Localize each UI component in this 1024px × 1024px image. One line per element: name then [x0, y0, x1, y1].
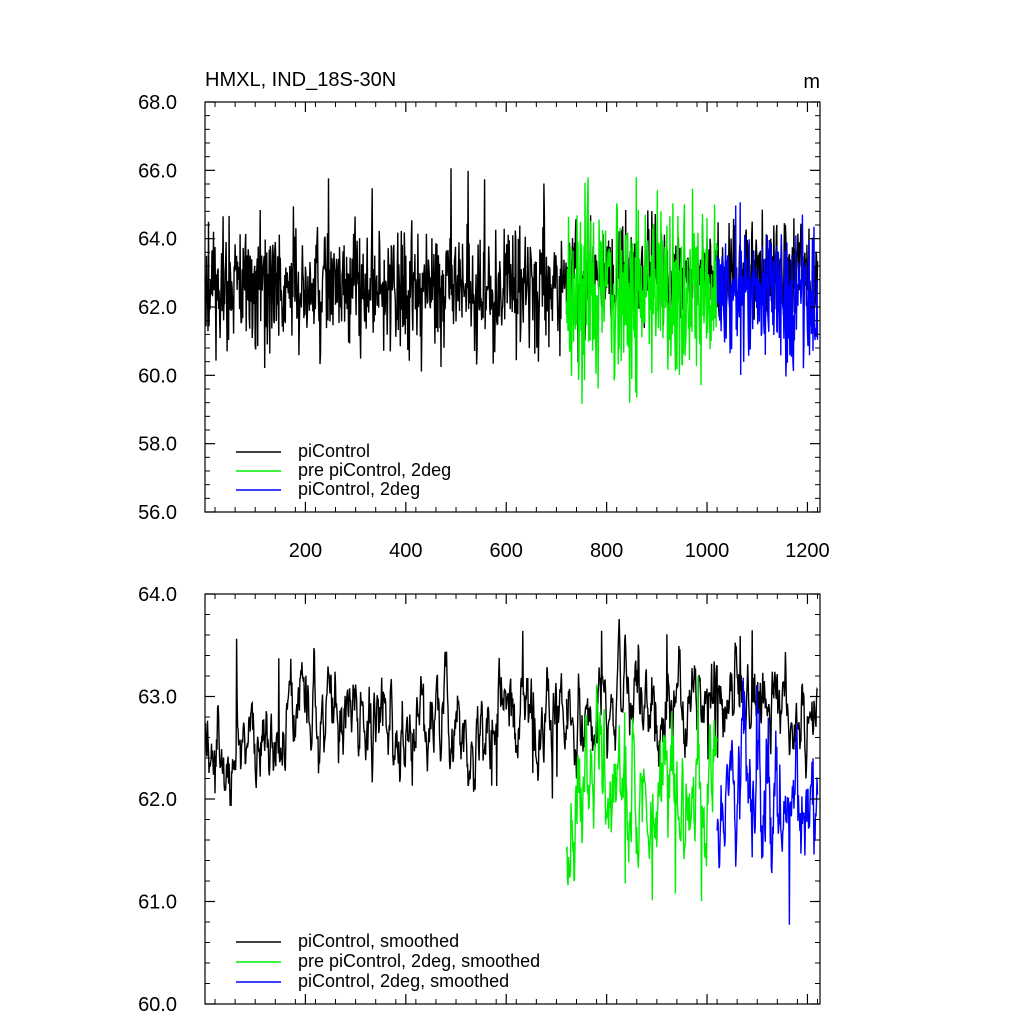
y-tick-label-0-6: 68.0 [138, 92, 177, 114]
y-tick-label-1-4: 64.0 [138, 584, 177, 606]
y-tick-label-0-1: 58.0 [138, 434, 177, 456]
series-line-1-3 [565, 618, 819, 779]
top-panel: 56.0 58.0 60.0 62.0 64.0 66.0 68.0 200 400 600 800… [138, 69, 830, 562]
bottom-ticks-layer [205, 593, 820, 1005]
legend-label-0-1: pre piControl, 2deg [298, 460, 451, 480]
y-tick-label-1-3: 63.0 [138, 687, 177, 709]
legend-label-1-2: piControl, 2deg, smoothed [298, 971, 509, 991]
x-tick-label-0-5: 1200 [785, 540, 830, 562]
y-tick-label-0-2: 60.0 [138, 365, 177, 387]
top-plot-frame [204, 101, 821, 513]
x-tick-label-0-4: 1000 [685, 540, 730, 562]
y-tick-label-0-5: 66.0 [138, 160, 177, 182]
y-tick-label-1-0: 60.0 [138, 994, 177, 1016]
legend-label-1-0: piControl, smoothed [298, 931, 459, 951]
series-line-0-1 [565, 177, 718, 404]
x-tick-label-0-3: 800 [590, 540, 623, 562]
x-tick-label-0-1: 400 [389, 540, 422, 562]
y-tick-label-0-0: 56.0 [138, 502, 177, 524]
top-ticks-layer [205, 101, 820, 513]
y-tick-label-0-3: 62.0 [138, 297, 177, 319]
top-units-label: m [803, 71, 820, 93]
y-tick-label-1-2: 62.0 [138, 789, 177, 811]
x-tick-label-0-2: 600 [490, 540, 523, 562]
legend-label-1-1: pre piControl, 2deg, smoothed [298, 951, 540, 971]
top-labels-layer: 56.0 58.0 60.0 62.0 64.0 66.0 68.0 200 400 600 800… [138, 92, 830, 562]
legend-label-0-2: piControl, 2deg [298, 479, 420, 499]
series-line-1-2 [716, 677, 819, 925]
x-tick-label-0-0: 200 [289, 540, 322, 562]
series-line-0-0 [204, 168, 568, 372]
bottom-plot-frame [204, 593, 821, 1005]
bottom-labels-layer: 60.0 61.0 62.0 63.0 64.0 [138, 584, 177, 1016]
top-series-layer [204, 168, 819, 404]
bottom-series-layer [204, 618, 819, 925]
y-tick-label-1-1: 61.0 [138, 892, 177, 914]
y-tick-label-0-4: 64.0 [138, 229, 177, 251]
series-line-1-1 [565, 676, 718, 902]
legend-label-0-0: piControl [298, 441, 370, 461]
series-line-1-0 [204, 630, 568, 807]
series-line-0-2 [716, 202, 819, 377]
bottom-panel: 60.0 61.0 62.0 63.0 64.0 piControl, smoothed… [138, 584, 821, 1016]
top-chart-title: HMXL, IND_18S-30N [205, 69, 396, 91]
